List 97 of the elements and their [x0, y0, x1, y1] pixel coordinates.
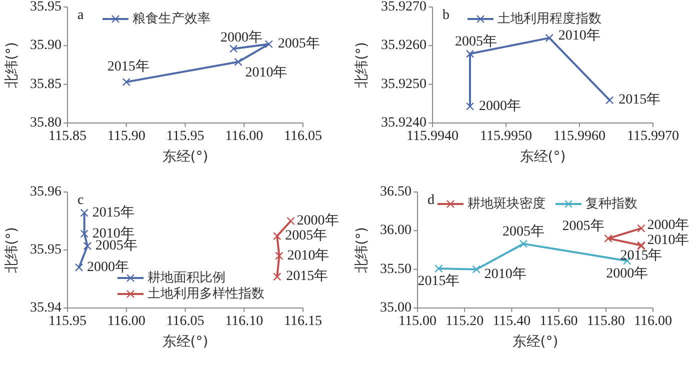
point: [122, 78, 130, 86]
y-tick-label: 35.95: [30, 0, 62, 14]
y-tick-label: 35.95: [30, 242, 62, 258]
x-tick-label: 116.00: [225, 129, 264, 144]
y-tick-label: 35.90: [30, 38, 62, 54]
x-tick-label: 115.95: [48, 314, 86, 329]
x-tick-label: 115.80: [586, 314, 625, 329]
x-tick-label: 115.95: [166, 129, 204, 144]
annotation: 2000年: [87, 258, 130, 275]
point: [604, 234, 612, 242]
x-axis-title: 东经(°): [512, 334, 558, 350]
point: [637, 224, 646, 232]
x-axis-title: 东经(°): [520, 149, 566, 165]
annotation: 2000年: [220, 29, 263, 46]
y-tick-label: 35.00: [380, 300, 412, 316]
point: [275, 252, 284, 260]
x-tick-label: 115.20: [446, 314, 484, 329]
annotation: 2010年: [558, 27, 600, 44]
annotation: 2010年: [245, 64, 288, 80]
legend-label: 土地利用程度指数: [498, 10, 602, 26]
legend-label: 复种指数: [586, 196, 638, 212]
y-axis-title: 北纬(°): [4, 227, 20, 273]
annotation: 2005年: [285, 228, 328, 244]
annotation: 2005年: [562, 218, 604, 234]
x-tick-label: 115.9970: [627, 129, 679, 144]
y-tick-label: 36.50: [380, 184, 412, 200]
x-tick-label: 116.05: [166, 314, 204, 329]
annotation: a: [78, 8, 84, 23]
x-tick-label: 115.9940: [406, 129, 458, 144]
annotation: 2000年: [647, 216, 690, 233]
annotation: 2010年: [647, 232, 690, 248]
x-tick-label: 115.85: [48, 129, 86, 144]
y-axis-title: 北纬(°): [354, 227, 370, 273]
annotation: 2015年: [107, 58, 150, 75]
y-axis-title: 北纬(°): [4, 42, 20, 88]
x-tick-label: 116.00: [107, 314, 146, 329]
annotation: 2010年: [484, 266, 526, 282]
y-tick-label: 35.80: [30, 116, 62, 130]
x-tick-label: 116.00: [634, 314, 672, 329]
y-tick-label: 35.9250: [381, 76, 426, 92]
annotation: 2000年: [296, 212, 339, 228]
point: [545, 34, 554, 42]
y-tick-label: 35.50: [380, 262, 412, 277]
y-tick-label: 35.9240: [381, 116, 426, 130]
annotation: c: [78, 193, 84, 208]
x-tick-label: 115.9950: [480, 129, 532, 144]
x-tick-label: 116.15: [284, 314, 322, 329]
x-tick-label: 115.00: [398, 314, 436, 329]
point: [466, 50, 474, 58]
annotation: 2015年: [618, 92, 661, 108]
point: [472, 265, 480, 274]
annotation: 2015年: [418, 273, 460, 290]
point: [434, 264, 443, 273]
point: [466, 102, 474, 110]
x-tick-label: 115.90: [107, 129, 146, 144]
point: [74, 263, 84, 272]
legend-label: 耕地面积比例: [148, 270, 226, 286]
point: [80, 230, 88, 238]
annotation: 2010年: [287, 247, 330, 264]
annotation: d: [428, 193, 434, 208]
annotation: 2015年: [286, 268, 328, 284]
legend-label: 耕地斑块密度: [468, 196, 546, 212]
x-tick-label: 115.40: [492, 314, 531, 329]
annotation: b: [442, 8, 450, 23]
x-tick-label: 116.05: [284, 129, 322, 144]
y-axis-title: 北纬(°): [354, 42, 370, 88]
annotation: 2015年: [620, 248, 662, 264]
annotation: 2000年: [606, 265, 648, 282]
point: [229, 44, 238, 53]
annotation: 2005年: [278, 36, 320, 52]
legend-label: 土地利用多样性指数: [148, 286, 264, 302]
point: [83, 242, 92, 250]
y-tick-label: 35.94: [30, 300, 62, 316]
annotation: 2005年: [95, 237, 138, 254]
point: [80, 208, 88, 217]
point: [264, 40, 273, 48]
y-tick-label: 35.96: [30, 184, 62, 200]
annotation: 2005年: [454, 33, 497, 50]
point: [234, 58, 242, 66]
x-axis-title: 东经(°): [162, 334, 208, 350]
y-tick-label: 36.00: [380, 223, 412, 238]
legend-label: 粮食生产效率: [132, 10, 210, 26]
annotation: 2015年: [92, 204, 134, 220]
x-axis-title: 东经(°): [162, 149, 208, 165]
point: [606, 96, 614, 104]
annotation: 2000年: [478, 98, 521, 114]
annotation: 2005年: [502, 223, 544, 240]
point: [272, 232, 282, 240]
point: [286, 216, 295, 226]
x-tick-label: 116.10: [225, 314, 264, 329]
y-tick-label: 35.9260: [381, 38, 426, 54]
y-tick-label: 35.85: [30, 76, 62, 92]
point: [272, 272, 282, 281]
y-tick-label: 35.9270: [381, 0, 426, 14]
point: [519, 240, 528, 248]
x-tick-label: 115.60: [540, 314, 578, 329]
x-tick-label: 115.9960: [554, 129, 606, 144]
